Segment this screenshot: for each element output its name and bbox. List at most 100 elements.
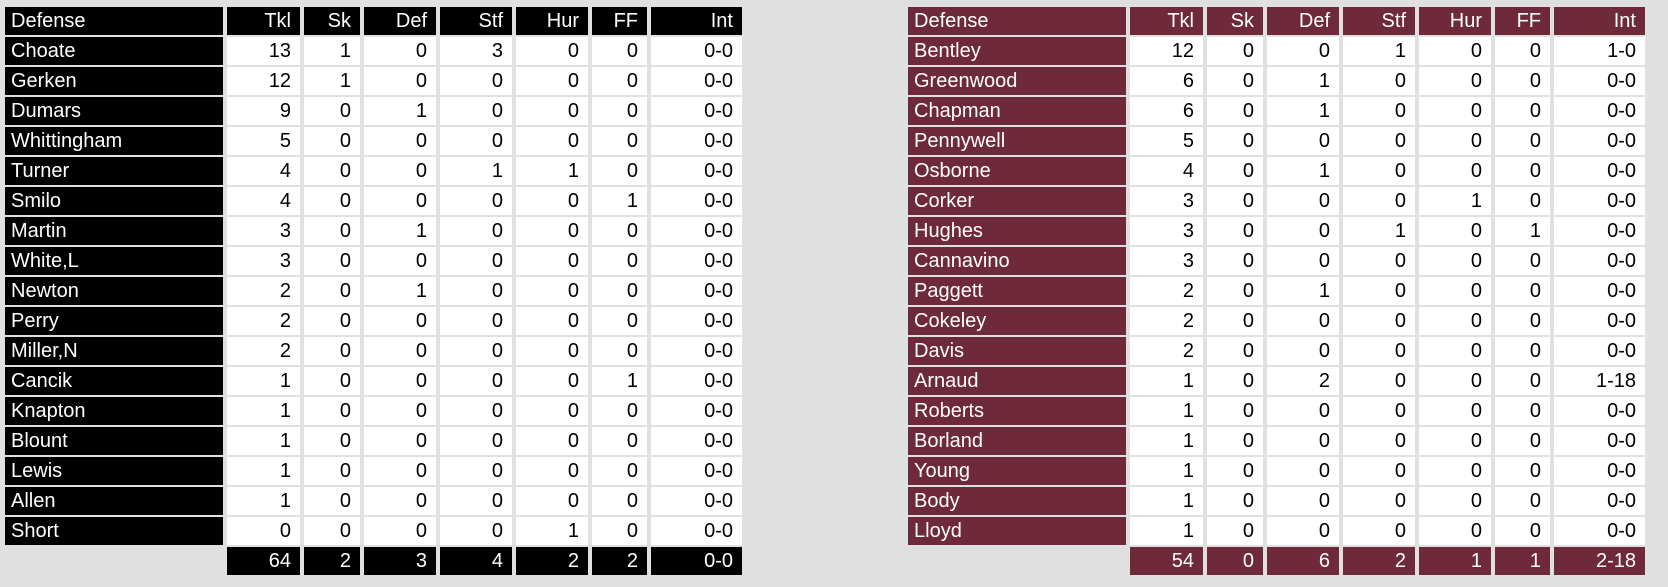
stat-def: 0 [364,517,436,545]
player-name: Corker [908,187,1126,215]
stat-stf: 0 [440,487,512,515]
column-header-def[interactable]: Def [364,7,436,35]
stat-def: 0 [364,127,436,155]
stat-hur: 0 [516,217,588,245]
stat-def: 0 [364,187,436,215]
player-row: Newton 2 0 1 0 0 0 0-0 [5,277,742,305]
stat-hur: 0 [516,277,588,305]
player-name: Greenwood [908,67,1126,95]
player-row: Osborne 4 0 1 0 0 0 0-0 [908,157,1645,185]
stat-int: 0-0 [1554,307,1645,335]
player-name: Hughes [908,217,1126,245]
column-header-sk[interactable]: Sk [1207,7,1263,35]
player-name: Cancik [5,367,223,395]
player-row: Lloyd 1 0 0 0 0 0 0-0 [908,517,1645,545]
stat-stf: 0 [440,397,512,425]
player-name: Davis [908,337,1126,365]
player-row: Miller,N 2 0 0 0 0 0 0-0 [5,337,742,365]
stat-tkl: 1 [1130,517,1203,545]
stat-hur: 0 [1419,247,1491,275]
stat-tkl: 3 [1130,247,1203,275]
column-header-ff[interactable]: FF [1495,7,1550,35]
stat-int: 0-0 [651,97,742,125]
stat-ff: 0 [1495,397,1550,425]
stat-stf: 0 [1343,67,1415,95]
column-header-sk[interactable]: Sk [304,7,360,35]
total-sk: 0 [1207,547,1263,575]
stat-def: 1 [1267,97,1339,125]
stat-hur: 0 [516,487,588,515]
column-header-defense[interactable]: Defense [908,7,1126,35]
stat-stf: 0 [1343,457,1415,485]
totals-spacer [908,547,1126,575]
player-name: Smilo [5,187,223,215]
column-header-tkl[interactable]: Tkl [1130,7,1203,35]
stat-hur: 0 [516,37,588,65]
column-header-int[interactable]: Int [651,7,742,35]
stat-tkl: 1 [1130,367,1203,395]
player-row: Pennywell 5 0 0 0 0 0 0-0 [908,127,1645,155]
stat-ff: 0 [592,277,647,305]
stat-def: 1 [1267,277,1339,305]
column-header-defense[interactable]: Defense [5,7,223,35]
player-name: Body [908,487,1126,515]
stat-ff: 0 [592,397,647,425]
stat-hur: 0 [1419,37,1491,65]
stat-int: 0-0 [651,187,742,215]
column-header-tkl[interactable]: Tkl [227,7,300,35]
stat-sk: 0 [1207,517,1263,545]
header-row: Defense Tkl Sk Def Stf Hur FF Int [908,7,1645,35]
stat-tkl: 12 [1130,37,1203,65]
column-header-stf[interactable]: Stf [1343,7,1415,35]
stat-def: 1 [364,277,436,305]
stat-tkl: 3 [227,217,300,245]
stat-ff: 0 [592,67,647,95]
column-header-int[interactable]: Int [1554,7,1645,35]
player-row: Bentley 12 0 0 1 0 0 1-0 [908,37,1645,65]
stat-def: 0 [1267,307,1339,335]
stat-sk: 0 [304,187,360,215]
stat-hur: 0 [516,367,588,395]
stat-tkl: 4 [1130,157,1203,185]
total-tkl: 54 [1130,547,1203,575]
stat-tkl: 4 [227,187,300,215]
player-row: Smilo 4 0 0 0 0 1 0-0 [5,187,742,215]
stat-sk: 0 [304,457,360,485]
stat-tkl: 12 [227,67,300,95]
player-name: Martin [5,217,223,245]
player-name: Turner [5,157,223,185]
stat-ff: 0 [592,487,647,515]
stat-sk: 0 [304,367,360,395]
stat-hur: 0 [1419,277,1491,305]
column-header-ff[interactable]: FF [592,7,647,35]
stat-sk: 0 [304,337,360,365]
stat-def: 0 [364,427,436,455]
stat-stf: 0 [1343,277,1415,305]
stat-ff: 0 [1495,307,1550,335]
player-row: Roberts 1 0 0 0 0 0 0-0 [908,397,1645,425]
stat-stf: 0 [440,337,512,365]
player-name: Miller,N [5,337,223,365]
stat-hur: 0 [1419,97,1491,125]
player-row: Allen 1 0 0 0 0 0 0-0 [5,487,742,515]
stat-hur: 0 [516,427,588,455]
stat-int: 0-0 [651,367,742,395]
stat-def: 1 [1267,67,1339,95]
stat-ff: 0 [592,307,647,335]
column-header-hur[interactable]: Hur [516,7,588,35]
player-name: Lloyd [908,517,1126,545]
stat-tkl: 6 [1130,67,1203,95]
column-header-stf[interactable]: Stf [440,7,512,35]
stat-stf: 0 [440,127,512,155]
player-row: Arnaud 1 0 2 0 0 0 1-18 [908,367,1645,395]
stat-stf: 0 [440,457,512,485]
stat-int: 0-0 [651,277,742,305]
stat-hur: 0 [516,127,588,155]
column-header-def[interactable]: Def [1267,7,1339,35]
player-name: White,L [5,247,223,275]
column-header-hur[interactable]: Hur [1419,7,1491,35]
stat-hur: 0 [1419,67,1491,95]
stat-int: 0-0 [1554,217,1645,245]
stat-def: 0 [364,67,436,95]
player-row: Cannavino 3 0 0 0 0 0 0-0 [908,247,1645,275]
